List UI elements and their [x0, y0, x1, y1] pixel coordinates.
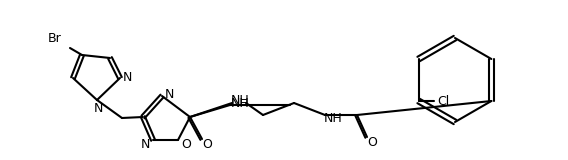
Text: NH: NH — [231, 96, 249, 109]
Text: NH: NH — [324, 112, 343, 124]
Text: Cl: Cl — [437, 95, 450, 108]
Text: N: N — [140, 139, 150, 152]
Text: N: N — [122, 71, 132, 84]
Text: NH: NH — [231, 93, 249, 107]
Text: N: N — [93, 101, 103, 115]
Text: O: O — [367, 136, 377, 148]
Text: N: N — [164, 88, 174, 100]
Text: Br: Br — [48, 32, 62, 44]
Text: O: O — [202, 137, 212, 151]
Text: O: O — [181, 139, 191, 152]
